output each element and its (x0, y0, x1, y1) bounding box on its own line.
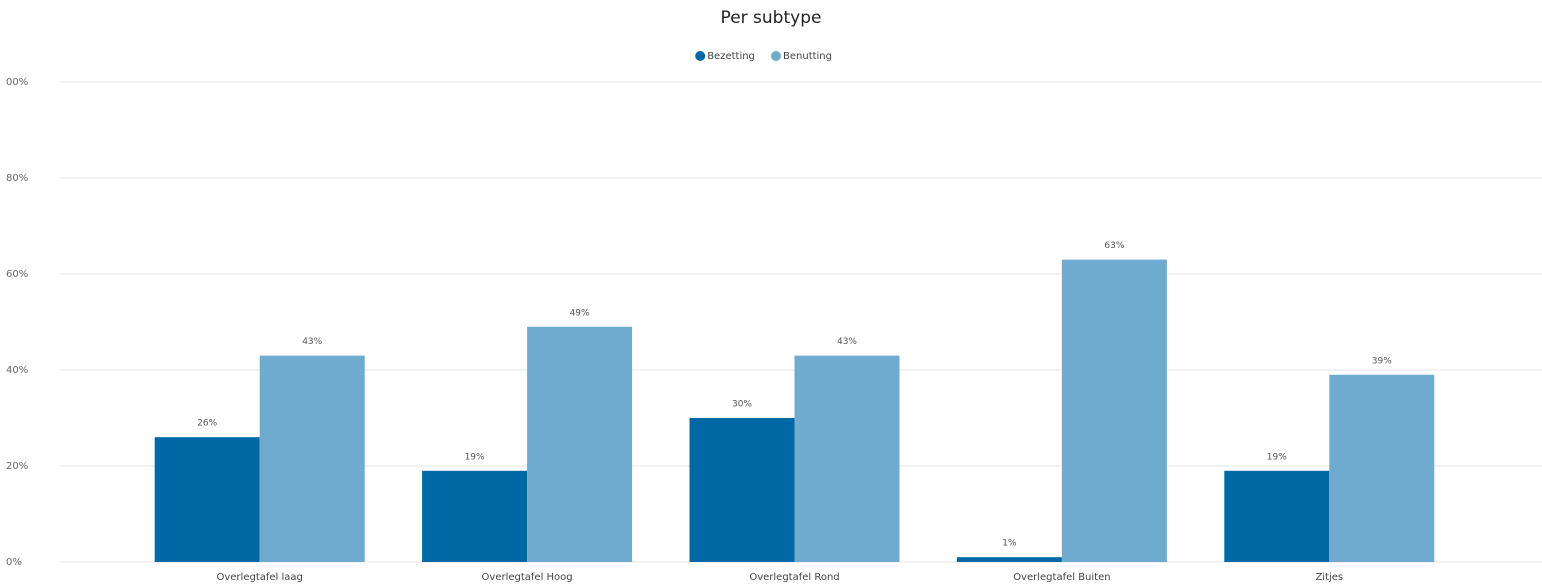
x-tick-label: Overlegtafel Hoog (482, 572, 573, 583)
x-tick-label: Overlegtafel Buiten (1013, 572, 1110, 583)
y-tick-label: 00% (6, 77, 28, 88)
bar (422, 470, 528, 562)
value-label: 63% (1104, 241, 1124, 251)
y-tick-label: 60% (6, 269, 28, 280)
value-label: 39% (1372, 356, 1392, 366)
legend-label: Bezetting (707, 51, 755, 62)
x-tick-label: Overlegtafel Rond (749, 572, 839, 583)
bar (794, 355, 900, 562)
y-tick-label: 20% (6, 461, 28, 472)
value-label: 30% (732, 400, 752, 410)
bar (1224, 470, 1330, 562)
value-label: 49% (570, 308, 590, 318)
value-label: 19% (465, 452, 485, 462)
value-label: 26% (197, 419, 217, 429)
legend-marker (771, 51, 781, 61)
bar (154, 437, 260, 562)
value-label: 43% (837, 337, 857, 347)
bar (1329, 374, 1435, 562)
legend-label: Benutting (783, 51, 832, 62)
legend-marker (695, 51, 706, 61)
bar (1061, 259, 1167, 562)
value-label: 19% (1267, 452, 1287, 462)
bar (689, 418, 795, 562)
bar (956, 557, 1062, 562)
value-label: 1% (1002, 539, 1017, 549)
bar (527, 326, 633, 562)
chart-title: Per subtype (721, 8, 822, 28)
x-tick-label: Overlegtafel laag (216, 572, 302, 583)
y-tick-label: 80% (6, 173, 28, 184)
bar (259, 355, 365, 562)
y-tick-label: 0% (6, 557, 22, 568)
y-tick-label: 40% (6, 365, 28, 376)
value-label: 43% (302, 337, 322, 347)
x-tick-label: Zitjes (1315, 572, 1343, 583)
